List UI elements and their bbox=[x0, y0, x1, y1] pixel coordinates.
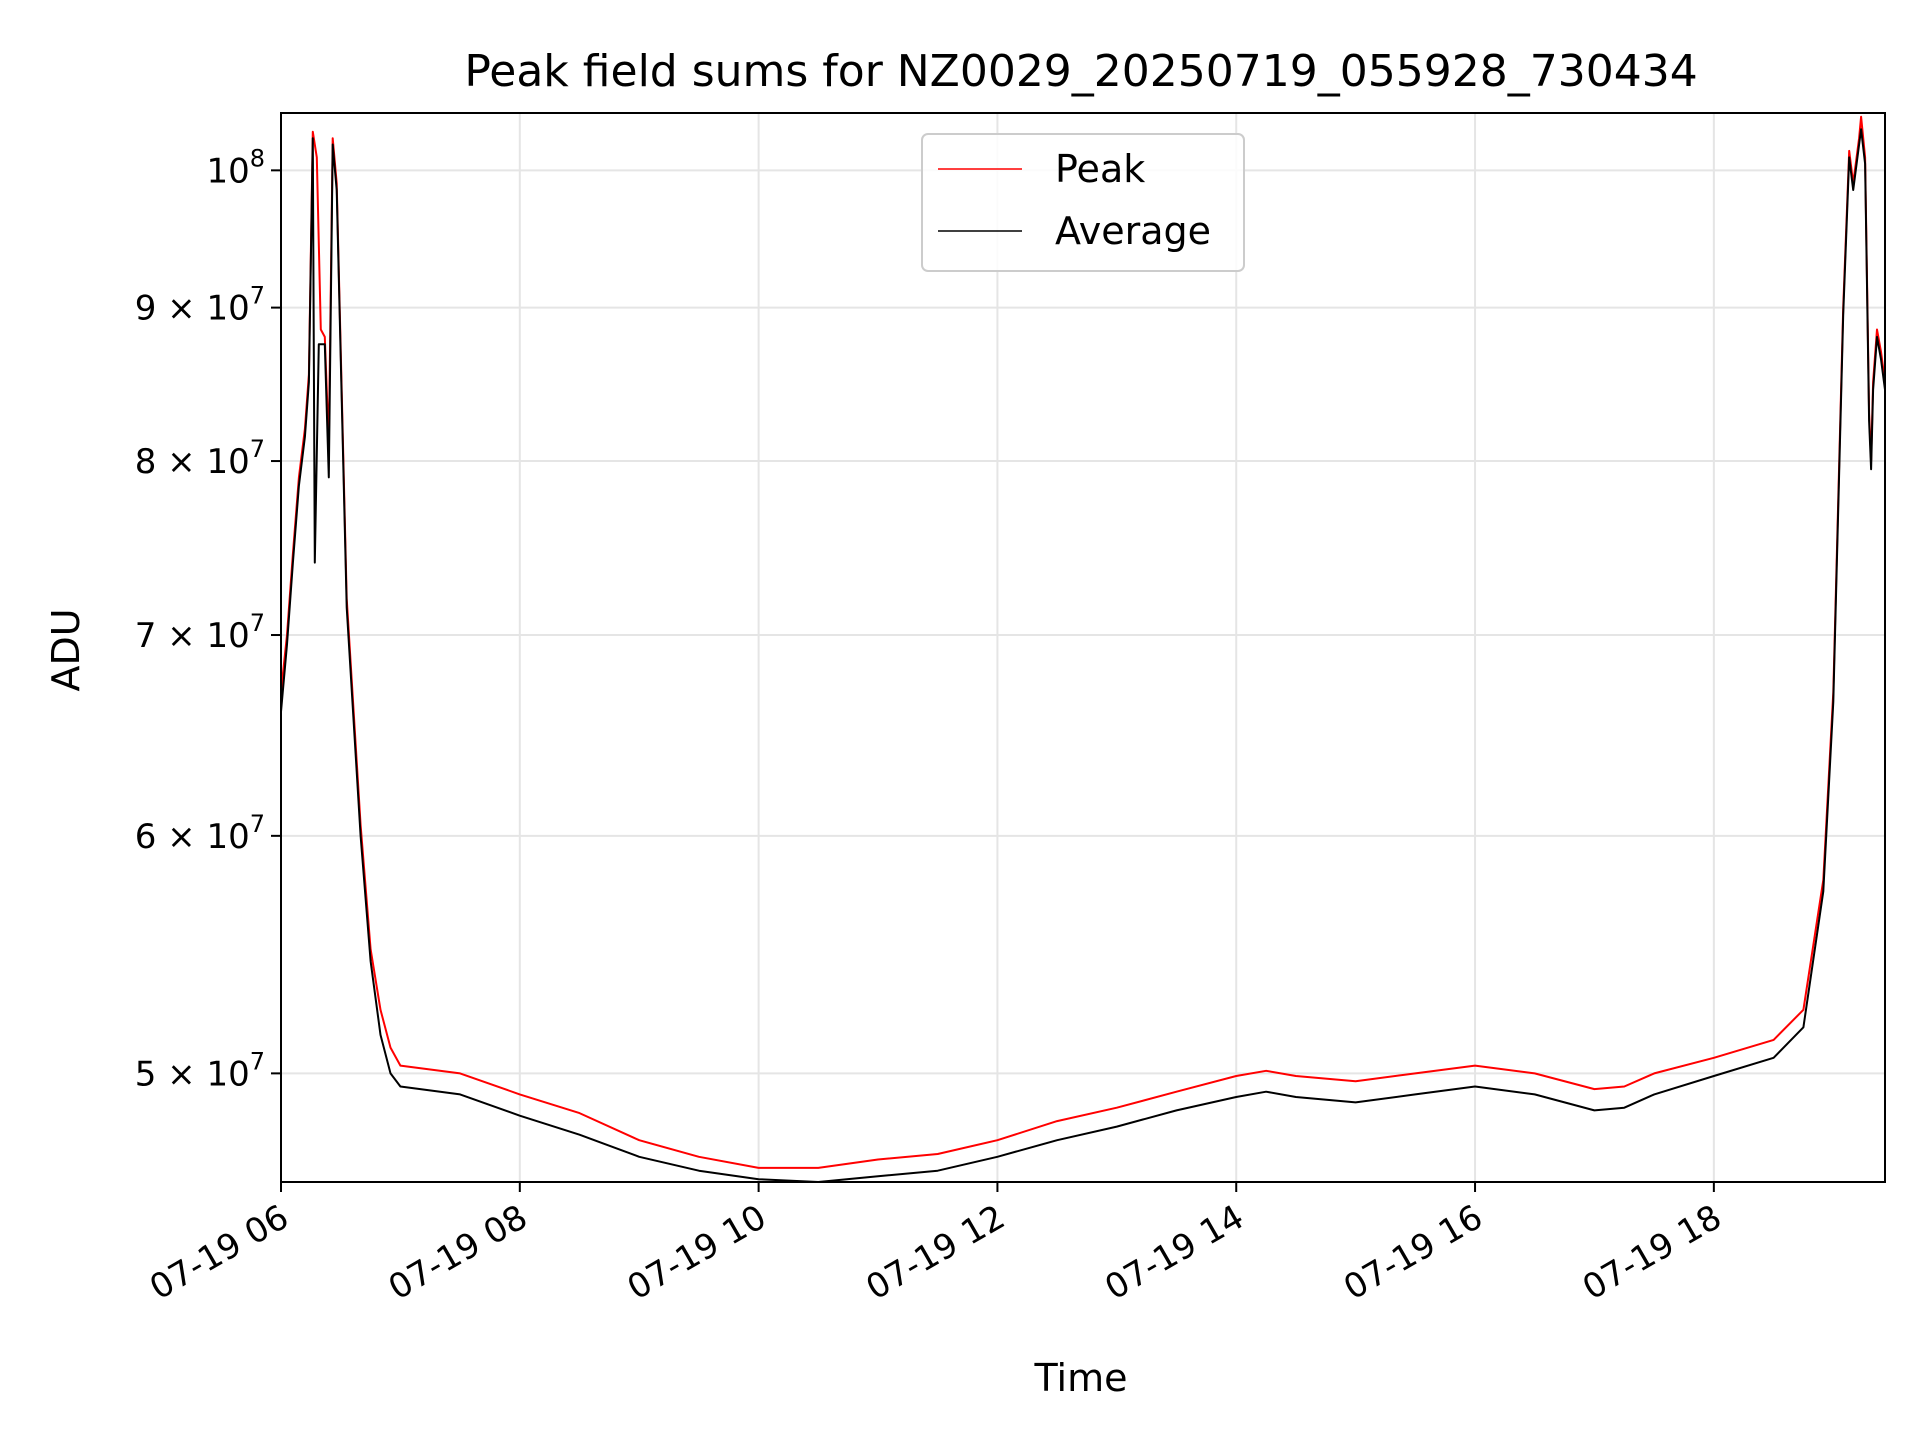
x-tick-label: 07-19 08 bbox=[382, 1197, 534, 1308]
y-tick-label: 5 × 107 bbox=[135, 1047, 265, 1094]
plot-frame bbox=[280, 112, 1886, 1183]
legend: Peak Average bbox=[921, 133, 1245, 272]
y-tick-exponent: 8 bbox=[250, 144, 265, 172]
y-tick-exponent: 7 bbox=[250, 609, 265, 637]
x-axis-ticks: 07-19 06 07-19 08 07-19 10 07-19 12 07-19 14… bbox=[143, 1182, 1728, 1308]
x-tick-label: 07-19 16 bbox=[1337, 1197, 1489, 1308]
y-tick-label: 8 × 107 bbox=[135, 435, 265, 482]
legend-label-average: Average bbox=[1055, 209, 1211, 253]
y-tick-label: 9 × 107 bbox=[135, 282, 265, 329]
y-tick-mantissa: 5 × 10 bbox=[135, 1054, 250, 1094]
y-tick-exponent: 7 bbox=[250, 435, 265, 463]
y-tick-label: 7 × 107 bbox=[135, 609, 265, 656]
y-tick-mantissa: 8 × 10 bbox=[135, 442, 250, 482]
legend-label-peak: Peak bbox=[1055, 147, 1145, 191]
y-tick-mantissa: 10 bbox=[206, 151, 249, 191]
series-line-average bbox=[280, 128, 1886, 1183]
y-tick-label: 108 bbox=[206, 144, 265, 191]
grid-lines bbox=[280, 113, 1885, 1182]
series-line-peak bbox=[280, 115, 1886, 1169]
y-tick-mantissa: 7 × 10 bbox=[135, 616, 250, 656]
series-lines bbox=[280, 115, 1886, 1183]
x-axis-label: Time bbox=[1034, 1356, 1128, 1400]
x-tick-label: 07-19 12 bbox=[860, 1197, 1012, 1308]
y-tick-label: 6 × 107 bbox=[135, 810, 265, 857]
y-tick-exponent: 7 bbox=[250, 1047, 265, 1075]
y-tick-mantissa: 6 × 10 bbox=[135, 817, 250, 857]
y-axis-label: ADU bbox=[44, 608, 88, 691]
x-tick-label: 07-19 06 bbox=[143, 1197, 295, 1308]
x-tick-label: 07-19 18 bbox=[1576, 1197, 1728, 1308]
y-tick-exponent: 7 bbox=[250, 810, 265, 838]
y-tick-mantissa: 9 × 10 bbox=[135, 289, 250, 329]
y-tick-exponent: 7 bbox=[250, 282, 265, 310]
chart-title: Peak field sums for NZ0029_20250719_0559… bbox=[464, 46, 1697, 97]
x-tick-label: 07-19 14 bbox=[1098, 1197, 1250, 1308]
x-tick-label: 07-19 10 bbox=[621, 1197, 773, 1308]
